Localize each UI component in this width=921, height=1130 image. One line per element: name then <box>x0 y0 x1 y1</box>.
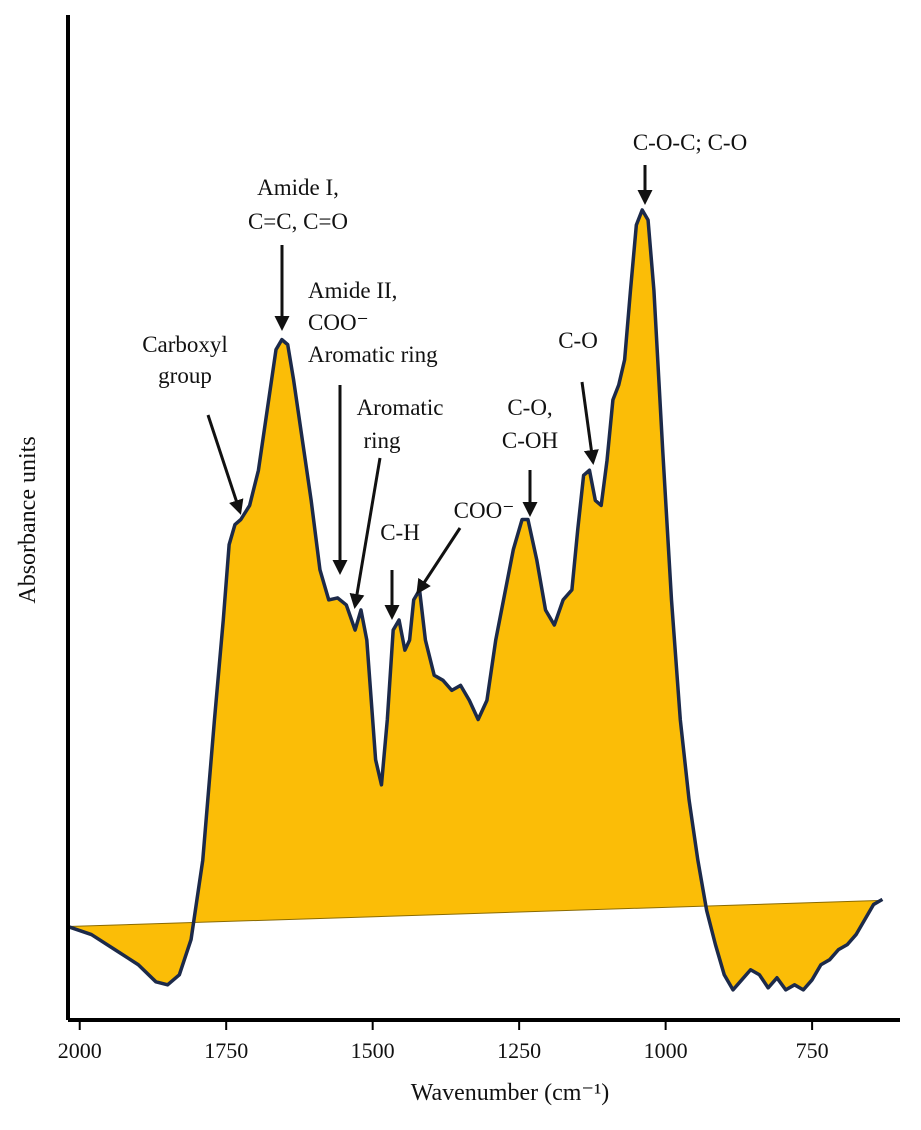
x-tick-label: 750 <box>796 1038 829 1063</box>
annotation-text: C-O, <box>507 395 552 420</box>
x-axis-label: Wavenumber (cm⁻¹) <box>411 1080 610 1106</box>
y-axis-label: Absorbance units <box>15 436 41 603</box>
annotation-text: Aromatic ring <box>308 342 438 367</box>
annotation-text: Aromatic <box>357 395 444 420</box>
x-tick-label: 1750 <box>204 1038 248 1063</box>
annotation-arrow <box>580 381 599 465</box>
area-fill <box>68 209 883 990</box>
annotation-arrow <box>416 527 462 595</box>
annotation-arrow <box>206 414 244 515</box>
annotation-text: COO⁻ <box>454 498 515 523</box>
annotation-text: C-O-C; C-O <box>633 130 747 155</box>
annotation-text: C=C, C=O <box>248 209 348 234</box>
annotation-text: C-H <box>380 520 420 545</box>
x-tick-label: 1250 <box>497 1038 541 1063</box>
annotation-text: group <box>158 363 212 388</box>
annotation-text: Carboxyl <box>142 332 228 357</box>
annotation-text: C-OH <box>502 428 558 453</box>
baseline <box>67 899 883 928</box>
spectrum-line <box>67 208 884 992</box>
annotation-text: Amide II, <box>308 278 397 303</box>
x-tick-label: 1000 <box>644 1038 688 1063</box>
annotation-text: ring <box>363 428 401 453</box>
x-tick-label: 2000 <box>58 1038 102 1063</box>
annotation-text: C-O <box>558 328 598 353</box>
annotation-text: Amide I, <box>257 175 339 200</box>
x-tick-label: 1500 <box>351 1038 395 1063</box>
annotation-arrow <box>349 457 382 609</box>
annotation-text: COO⁻ <box>308 310 369 335</box>
